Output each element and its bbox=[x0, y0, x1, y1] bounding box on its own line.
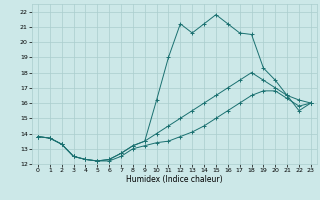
X-axis label: Humidex (Indice chaleur): Humidex (Indice chaleur) bbox=[126, 175, 223, 184]
